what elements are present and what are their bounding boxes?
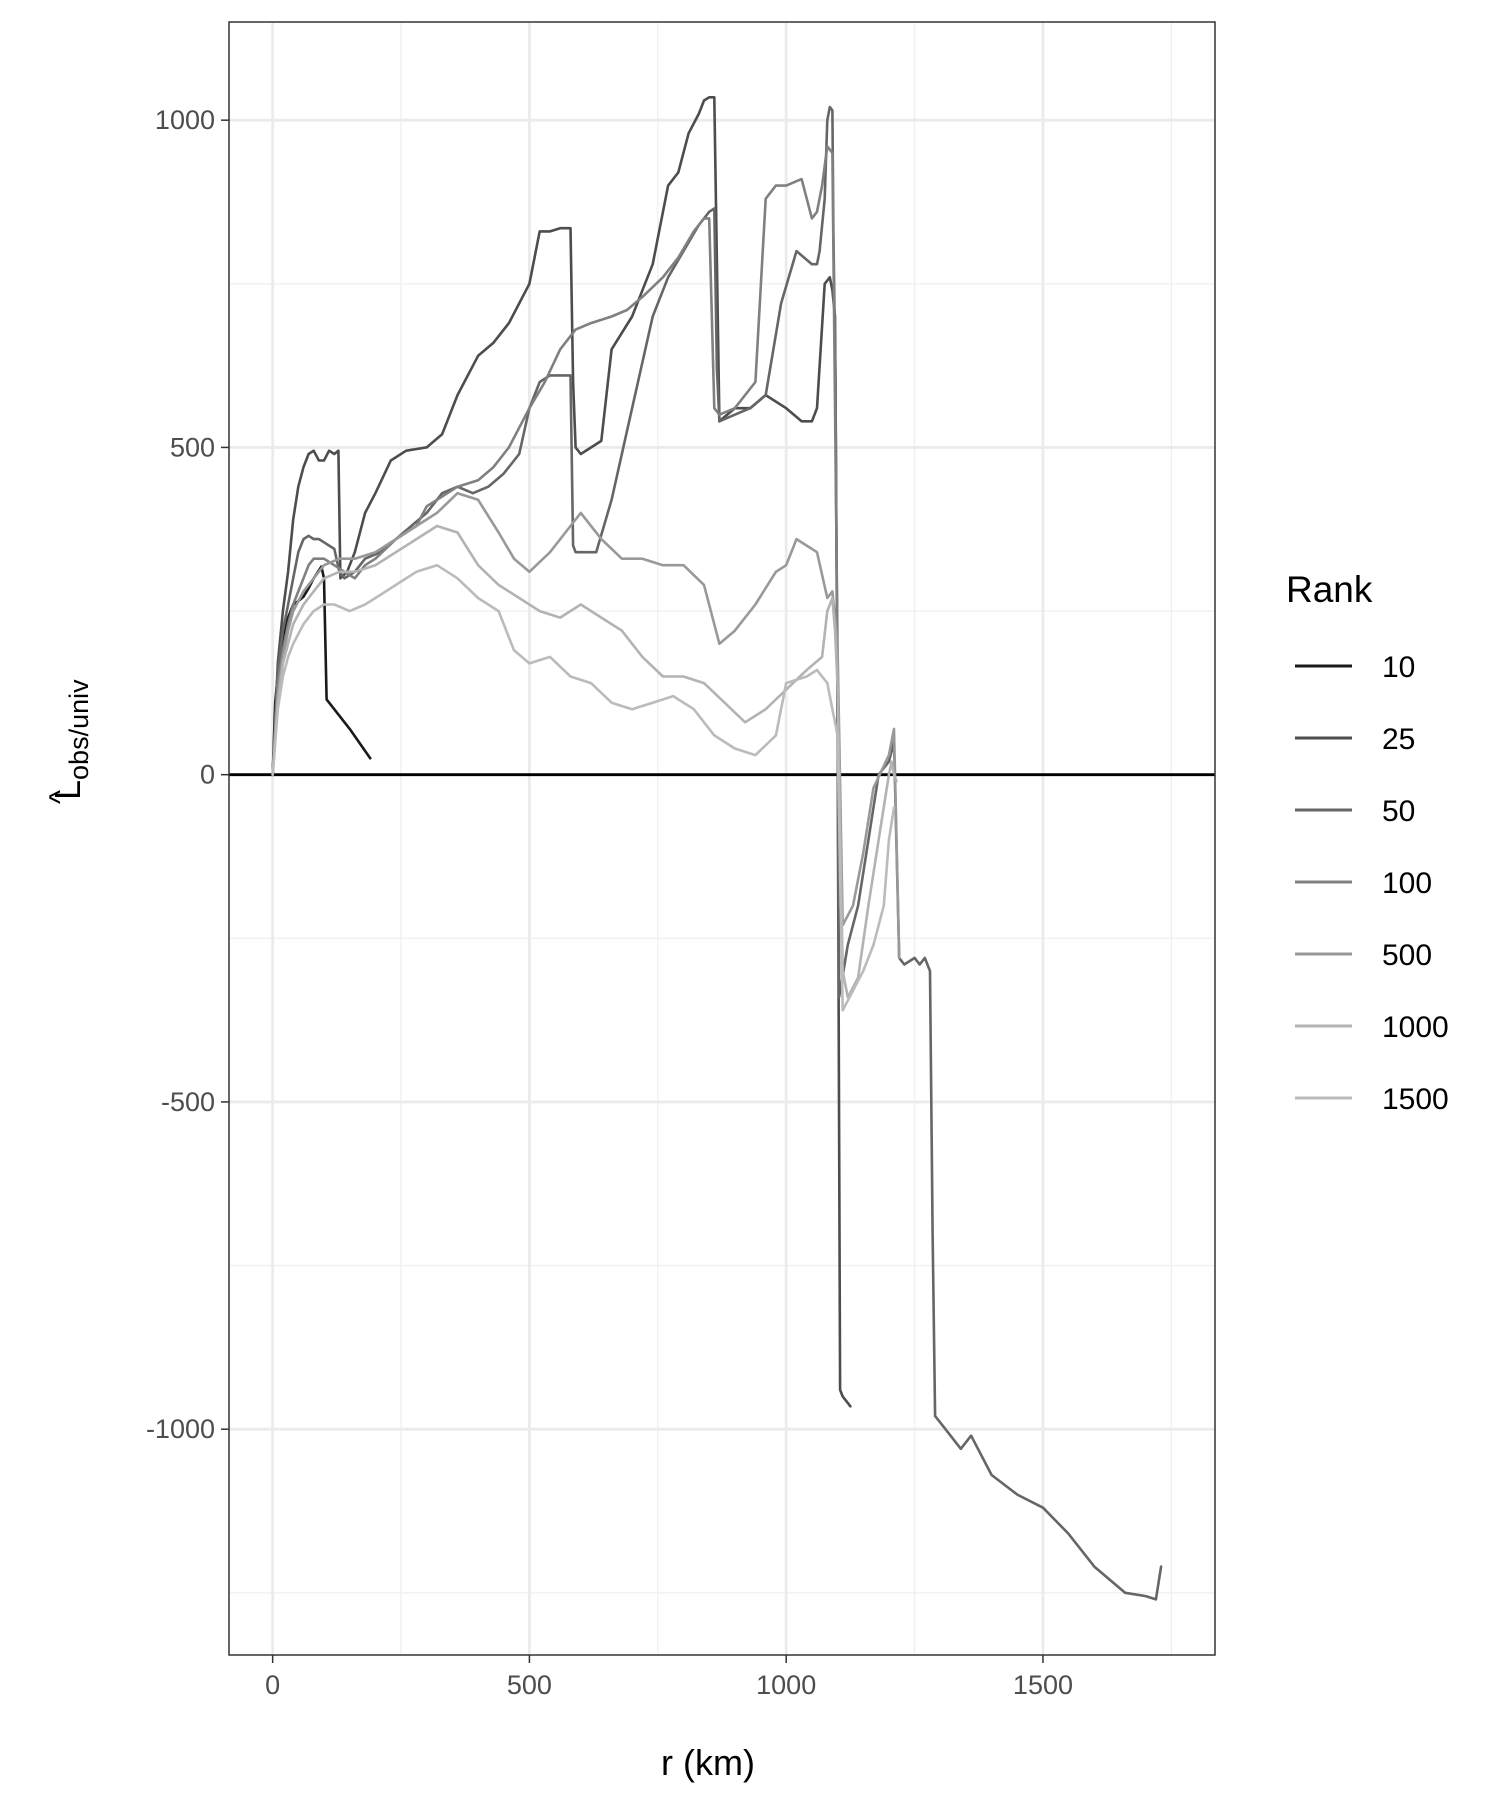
- legend-label-rank-10: 10: [1382, 651, 1415, 684]
- grid: [229, 22, 1215, 1655]
- x-axis-title: r (km): [661, 1742, 755, 1783]
- panel-border: [228, 21, 1216, 1656]
- series-line-rank-1500: [271, 563, 896, 1012]
- legend-label-rank-1500: 1500: [1382, 1083, 1449, 1116]
- y-axis-title-hat: ^: [44, 790, 77, 804]
- y-axis-title-subscript: obs/univ: [64, 679, 94, 780]
- legend-label-rank-25: 25: [1382, 723, 1415, 756]
- y-axis-title-main: L: [47, 780, 88, 800]
- series-line-rank-50: [271, 105, 1163, 1601]
- legend-label-rank-500: 500: [1382, 939, 1432, 972]
- y-tick-label: -1000: [146, 1414, 215, 1444]
- y-axis-title: ^ Lobs/univ: [44, 679, 94, 804]
- series-line-rank-100: [271, 145, 842, 907]
- y-tick-label: 1000: [155, 105, 215, 135]
- series-line-rank-25: [271, 96, 852, 1408]
- axis-ticks: 0 500 1000 1500 -1000 -500 0 500 1000: [146, 105, 1073, 1700]
- legend-label-rank-100: 100: [1382, 867, 1432, 900]
- series-line-rank-1000: [271, 524, 898, 999]
- svg-text:Lobs/univ: Lobs/univ: [47, 679, 94, 800]
- y-tick-label: 500: [170, 432, 215, 462]
- series-layer: [271, 96, 1163, 1601]
- y-tick-label: 0: [200, 760, 215, 790]
- legend-title: Rank: [1286, 569, 1373, 610]
- x-tick-label: 500: [507, 1670, 552, 1700]
- legend-items: 10 25 50 100 500 1000 1500: [1295, 651, 1449, 1116]
- y-tick-label: -500: [161, 1087, 215, 1117]
- legend-label-rank-1000: 1000: [1382, 1011, 1449, 1044]
- x-tick-label: 1500: [1013, 1670, 1073, 1700]
- x-tick-label: 1000: [756, 1670, 816, 1700]
- legend-label-rank-50: 50: [1382, 795, 1415, 828]
- x-tick-label: 0: [265, 1670, 280, 1700]
- legend: Rank 10 25 50 100 500 1000 1500: [1286, 569, 1449, 1116]
